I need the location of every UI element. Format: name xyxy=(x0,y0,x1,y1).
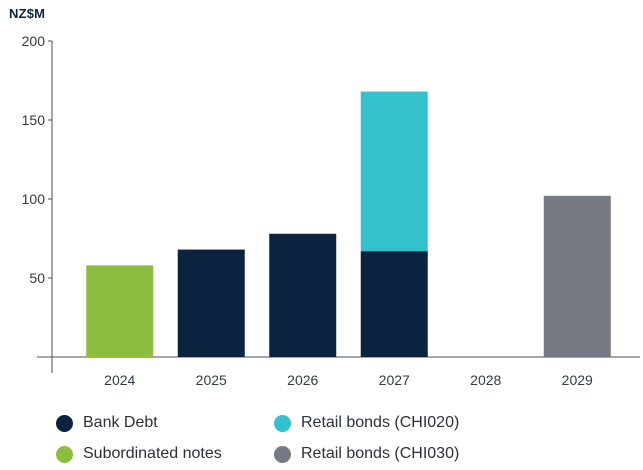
chart-plot-area: 50 100 150 200 2024 2025 2026 2027 2028 2029 xyxy=(22,33,640,388)
y-tick-label: 50 xyxy=(29,270,45,286)
legend-item: Bank Debt xyxy=(56,414,158,432)
bar-2024-subordinated-notes xyxy=(86,265,154,357)
legend-swatch xyxy=(56,445,73,463)
x-tick-label: 2029 xyxy=(562,372,593,388)
legend-label: Retail bonds (CHI020) xyxy=(301,414,460,431)
x-tick-label: 2027 xyxy=(379,372,410,388)
legend-label: Retail bonds (CHI030) xyxy=(301,445,460,462)
legend-swatch xyxy=(56,414,73,432)
legend-label: Subordinated notes xyxy=(83,445,222,462)
x-tick-label: 2024 xyxy=(104,372,135,388)
legend-item: Retail bonds (CHI030) xyxy=(274,445,459,463)
bar-2026-bank-debt xyxy=(269,233,337,357)
x-tick-label: 2028 xyxy=(470,372,501,388)
y-tick-label: 100 xyxy=(22,191,46,207)
legend-swatch xyxy=(274,445,291,463)
chart-legend: Bank Debt Retail bonds (CHI020) Subordinat… xyxy=(56,414,616,468)
bar-2027-retail-bonds-chi020 xyxy=(360,91,428,252)
x-tick-label: 2026 xyxy=(287,372,318,388)
bar-2025-bank-debt xyxy=(177,249,245,357)
y-tick-label: 200 xyxy=(22,33,46,49)
legend-swatch xyxy=(274,414,291,432)
bar-2027-bank-debt xyxy=(360,251,428,357)
bar-2029-retail-bonds-chi030 xyxy=(543,195,611,357)
y-axis-unit-label: NZ$M xyxy=(9,6,46,21)
x-tick-label: 2025 xyxy=(196,372,227,388)
legend-item: Retail bonds (CHI020) xyxy=(274,414,459,432)
y-tick-label: 150 xyxy=(22,112,46,128)
legend-item: Subordinated notes xyxy=(56,445,222,463)
legend-label: Bank Debt xyxy=(83,414,158,431)
